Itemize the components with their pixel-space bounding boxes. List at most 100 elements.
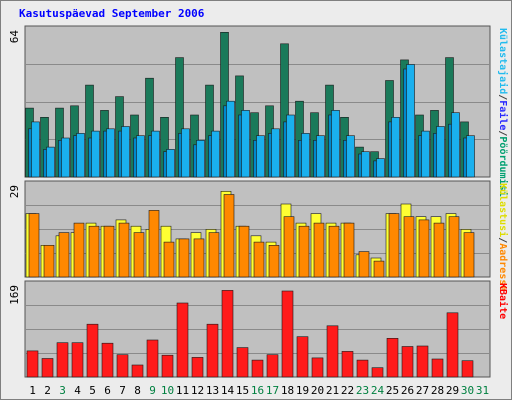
- bar-kbytes-kbaite-15: [236, 347, 249, 378]
- bar-sites-aadresse-25: [388, 213, 400, 278]
- xtick-day-23: 23: [356, 384, 369, 397]
- ytick-max-kbytes: 169: [8, 285, 21, 305]
- bar-sites-aadresse-1: [28, 213, 40, 278]
- bar-sites-aadresse-16: [253, 241, 265, 278]
- bar-kbytes-kbaite-29: [446, 312, 459, 378]
- bar-kbytes-kbaite-2: [41, 358, 54, 378]
- xtick-day-11: 11: [176, 384, 189, 397]
- xtick-day-4: 4: [74, 384, 81, 397]
- ytick-max-visits: 64: [8, 30, 21, 44]
- xtick-day-22: 22: [341, 384, 354, 397]
- bar-sites-aadresse-6: [103, 225, 115, 278]
- bar-kbytes-kbaite-12: [191, 357, 204, 378]
- bar-sites-aadresse-3: [58, 232, 70, 278]
- xtick-day-24: 24: [371, 384, 385, 397]
- bar-sites-aadresse-2: [43, 245, 55, 278]
- bar-sites-aadresse-9: [148, 210, 160, 278]
- bar-visits-külastajaid-12: [196, 140, 205, 178]
- bar-kbytes-kbaite-30: [461, 360, 474, 378]
- bar-sites-aadresse-17: [268, 245, 280, 278]
- bar-visits-külastajaid-3: [61, 137, 70, 178]
- bar-sites-aadresse-28: [433, 222, 445, 278]
- xtick-day-31: 31: [476, 384, 489, 397]
- bar-sites-aadresse-5: [88, 225, 100, 278]
- bar-sites-aadresse-19: [298, 225, 310, 278]
- bar-visits-külastajaid-13: [211, 130, 220, 178]
- bar-kbytes-kbaite-10: [161, 354, 174, 378]
- bar-kbytes-kbaite-17: [266, 354, 279, 378]
- bar-visits-külastajaid-30: [466, 135, 475, 178]
- bar-sites-aadresse-14: [223, 194, 235, 278]
- bar-kbytes-kbaite-26: [401, 346, 414, 378]
- bar-kbytes-kbaite-11: [176, 302, 189, 378]
- legend-item-1-0: Külastusi: [497, 183, 509, 237]
- bar-sites-aadresse-26: [403, 216, 415, 278]
- bar-kbytes-kbaite-20: [311, 357, 324, 378]
- xtick-day-17: 17: [266, 384, 279, 397]
- chart-title: Kasutuspäevad September 2006: [19, 7, 205, 20]
- xtick-day-19: 19: [296, 384, 309, 397]
- bar-visits-külastajaid-2: [46, 146, 55, 178]
- xtick-day-2: 2: [44, 384, 51, 397]
- bar-visits-külastajaid-16: [256, 135, 265, 178]
- bar-kbytes-kbaite-24: [371, 367, 384, 378]
- legend-item-0-0: Külastajaid: [497, 28, 509, 94]
- bar-visits-külastajaid-11: [181, 128, 190, 178]
- bar-kbytes-kbaite-14: [221, 290, 234, 378]
- xtick-day-16: 16: [251, 384, 264, 397]
- bar-sites-aadresse-24: [373, 260, 385, 278]
- bar-sites-aadresse-7: [118, 222, 130, 278]
- xtick-day-12: 12: [191, 384, 204, 397]
- bar-visits-külastajaid-29: [451, 112, 460, 178]
- legend-visits: Külastajaid/Faile/Pöördumisi: [497, 28, 509, 197]
- xtick-day-15: 15: [236, 384, 249, 397]
- bar-visits-külastajaid-10: [166, 149, 175, 178]
- xtick-day-29: 29: [446, 384, 459, 397]
- xtick-day-14: 14: [221, 384, 235, 397]
- legend-item-1-1: /: [497, 237, 508, 243]
- bar-sites-aadresse-22: [343, 222, 355, 278]
- ytick-max-sites: 29: [8, 185, 21, 198]
- bar-kbytes-kbaite-5: [86, 323, 99, 378]
- bar-visits-külastajaid-8: [136, 135, 145, 178]
- bar-sites-aadresse-13: [208, 232, 220, 278]
- legend-item-0-2: Faile: [497, 100, 509, 130]
- bar-kbytes-kbaite-13: [206, 323, 219, 378]
- bar-visits-külastajaid-25: [391, 117, 400, 178]
- bar-sites-aadresse-18: [283, 216, 295, 278]
- bar-kbytes-kbaite-16: [251, 359, 264, 378]
- bar-sites-aadresse-23: [358, 251, 370, 278]
- bar-kbytes-kbaite-8: [131, 364, 144, 378]
- xtick-day-3: 3: [59, 384, 66, 397]
- xtick-day-5: 5: [89, 384, 96, 397]
- bar-kbytes-kbaite-1: [26, 350, 39, 378]
- legend-item-0-4: Pöördumisi: [497, 136, 509, 196]
- legend-item-0-3: /: [497, 130, 508, 136]
- bar-sites-aadresse-8: [133, 232, 145, 278]
- bar-visits-külastajaid-24: [376, 158, 385, 178]
- bar-sites-aadresse-29: [448, 216, 460, 278]
- bar-kbytes-kbaite-6: [101, 342, 114, 378]
- xtick-day-6: 6: [104, 384, 111, 397]
- legend-item-0-1: /: [497, 94, 508, 100]
- xtick-day-9: 9: [149, 384, 156, 397]
- bar-kbytes-kbaite-28: [431, 358, 444, 378]
- bar-sites-aadresse-15: [238, 225, 250, 278]
- xtick-day-13: 13: [206, 384, 219, 397]
- bar-visits-külastajaid-15: [241, 110, 250, 178]
- bar-visits-külastajaid-19: [301, 133, 310, 178]
- bar-visits-külastajaid-1: [31, 121, 40, 178]
- bar-sites-aadresse-20: [313, 222, 325, 278]
- bar-kbytes-kbaite-7: [116, 354, 129, 378]
- bar-kbytes-kbaite-21: [326, 325, 339, 378]
- bar-sites-aadresse-10: [163, 241, 175, 278]
- xtick-day-21: 21: [326, 384, 339, 397]
- bar-kbytes-kbaite-27: [416, 345, 429, 378]
- bar-visits-külastajaid-14: [226, 100, 235, 178]
- xtick-day-25: 25: [386, 384, 399, 397]
- bar-kbytes-kbaite-9: [146, 339, 159, 378]
- bar-visits-külastajaid-28: [436, 126, 445, 178]
- bar-sites-aadresse-30: [463, 232, 475, 278]
- xtick-day-10: 10: [161, 384, 174, 397]
